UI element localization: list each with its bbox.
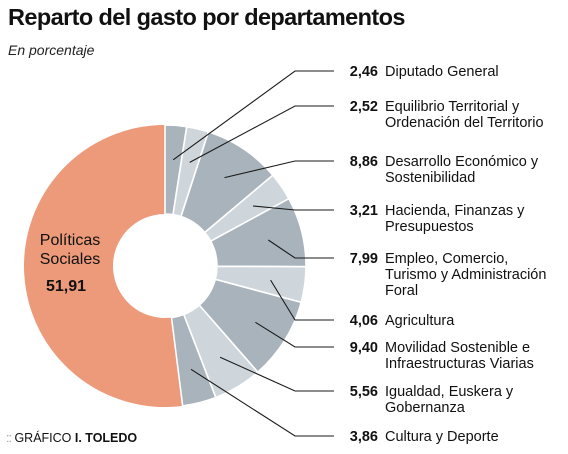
slice-label-5-line-1: Empleo, Comercio, [385,251,508,267]
leader-line-1 [172,70,334,161]
slice-value-5: 7,99 [350,251,378,267]
donut-slice-politicas-sociales [24,125,183,408]
slice-value-3: 8,86 [350,154,378,170]
slice-label-7-line-2: Infraestructuras Viarias [385,356,534,372]
leader-line-3 [224,160,334,179]
slice-value-1: 2,46 [350,64,378,80]
leader-line-9 [190,368,334,437]
slice-value-2: 2,52 [350,99,378,115]
slice-value-7: 9,40 [350,340,378,356]
slice-label-6-line-1: Agricultura [385,313,455,329]
slice-label-2-line-2: Ordenación del Territorio [385,115,544,131]
highlight-label-line-1: Políticas [40,232,100,249]
donut-slice-9 [170,313,217,407]
leader-line-5 [267,239,334,259]
leader-line-8 [219,356,334,392]
slice-value-9: 3,86 [350,429,378,445]
credit-dots: :: [6,431,12,445]
highlight-label-line-2: Sociales [40,251,100,268]
slice-value-4: 3,21 [350,203,378,219]
leader-line-4 [252,205,334,211]
slice-label-4-line-1: Hacienda, Finanzas y [385,203,525,219]
slice-label-5-line-3: Foral [385,283,418,299]
slice-label-8-line-1: Igualdad, Euskera y [385,384,514,400]
slice-label-2-line-1: Equilibrio Territorial y [385,99,520,115]
slice-label-1-line-1: Diputado General [385,64,499,80]
slice-label-5-line-2: Turismo y Administración [385,267,546,283]
credit-line: :: GRÁFICO I. TOLEDO [6,431,137,445]
leader-line-2 [189,105,334,163]
slice-value-6: 4,06 [350,313,378,329]
slice-value-8: 5,56 [350,384,378,400]
slice-label-9-line-1: Cultura y Deporte [385,429,499,445]
highlight-value: 51,91 [46,278,86,295]
slice-label-3-line-1: Desarrollo Económico y [385,154,539,170]
credit-author: I. TOLEDO [74,431,138,445]
leader-line-7 [255,321,334,348]
slice-label-8-line-2: Gobernanza [385,400,466,416]
slice-label-3-line-2: Sostenibilidad [385,170,475,186]
slice-label-7-line-1: Movilidad Sostenible e [385,340,530,356]
chart-subtitle: En porcentaje [8,42,95,58]
leader-line-6 [270,279,334,321]
chart-title: Reparto del gasto por departamentos [8,4,405,30]
credit-prefix: GRÁFICO [14,431,72,445]
slice-label-4-line-2: Presupuestos [385,219,474,235]
